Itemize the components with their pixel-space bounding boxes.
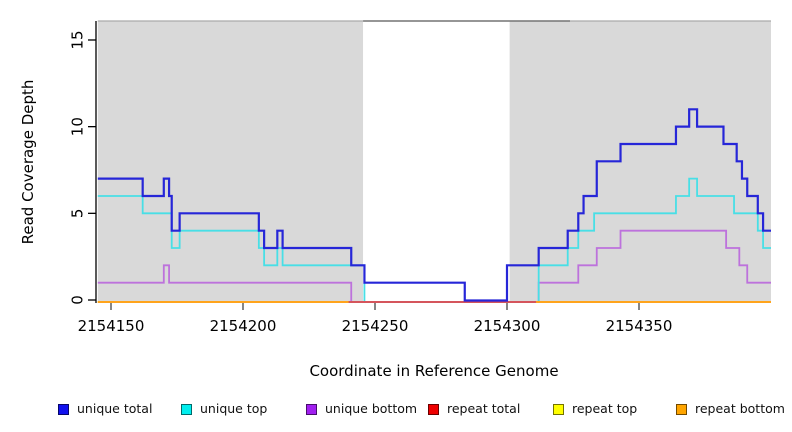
- series-line-unique-total: [97, 108, 771, 302]
- legend-swatch-unique-total: [58, 403, 69, 415]
- x-tick-label: 2154250: [342, 317, 409, 335]
- legend-label: unique top: [200, 401, 268, 416]
- legend-swatch-repeat-top: [553, 403, 564, 415]
- x-axis-title: Coordinate in Reference Genome: [309, 362, 559, 380]
- y-tick-label: 5: [69, 209, 87, 219]
- legend-item-unique-total: unique total: [58, 399, 152, 419]
- legend-item-unique-top: unique top: [181, 399, 267, 419]
- legend-swatch-repeat-total: [428, 403, 439, 415]
- region-unmasked-gap: [363, 21, 510, 303]
- legend-label: repeat bottom: [695, 401, 785, 416]
- y-axis-title: Read Coverage Depth: [19, 79, 37, 245]
- series-line-unique-bottom: [97, 229, 771, 303]
- y-tick-label: 0: [69, 295, 87, 305]
- legend-item-repeat-top: repeat top: [553, 399, 637, 419]
- series-line-unique-top: [97, 177, 771, 303]
- legend-item-repeat-bottom: repeat bottom: [676, 399, 785, 419]
- region-masked-left: [97, 21, 364, 303]
- region-masked-right: [509, 21, 771, 303]
- y-tick-label: 15: [69, 30, 87, 49]
- legend-label: repeat total: [447, 401, 521, 416]
- legend-swatch-repeat-bottom: [676, 403, 687, 415]
- y-tick-label: 10: [69, 117, 87, 136]
- chart-legend: unique total unique top unique bottom repea…: [0, 399, 792, 423]
- x-tick-label: 2154350: [606, 317, 673, 335]
- coverage-chart: 0 5 10 15 2154150 2154200 2154250 2154300 215435…: [69, 20, 771, 335]
- legend-swatch-unique-top: [181, 403, 192, 415]
- x-tick-label: 2154300: [474, 317, 541, 335]
- legend-item-unique-bottom: unique bottom: [306, 399, 417, 419]
- legend-label: unique bottom: [325, 401, 418, 416]
- x-tick-label: 2154150: [78, 317, 145, 335]
- legend-swatch-unique-bottom: [306, 403, 317, 415]
- legend-label: unique total: [77, 401, 153, 416]
- legend-item-repeat-total: repeat total: [428, 399, 520, 419]
- x-tick-label: 2154200: [210, 317, 277, 335]
- legend-label: repeat top: [572, 401, 638, 416]
